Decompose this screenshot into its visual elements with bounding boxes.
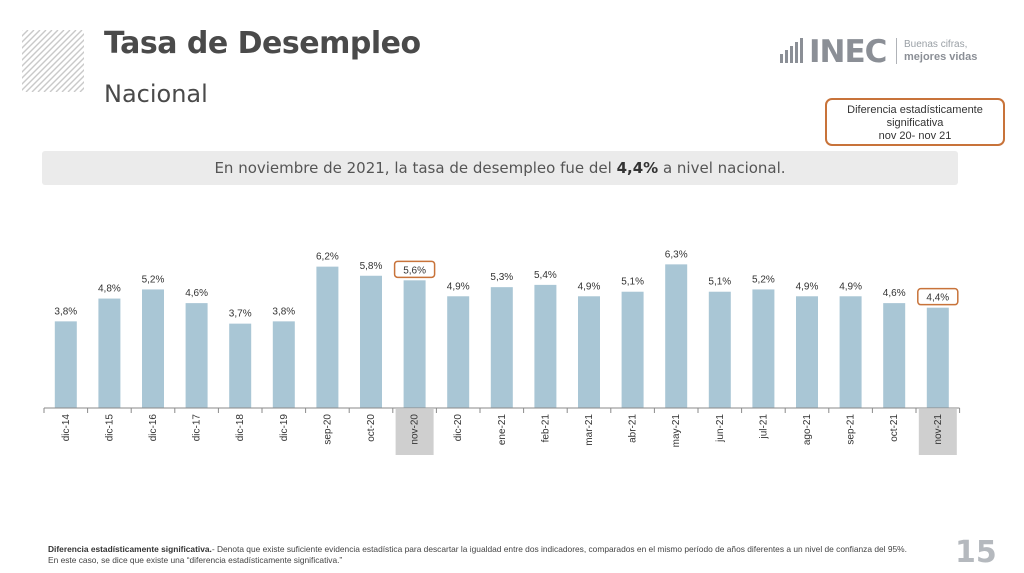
bar bbox=[883, 303, 906, 408]
summary-text-after: a nivel nacional. bbox=[658, 159, 786, 177]
tick-label: nov-21 bbox=[933, 414, 944, 445]
tick-label: dic-17 bbox=[192, 414, 203, 442]
data-label: 4,9% bbox=[578, 281, 601, 292]
highlight-value-box bbox=[393, 260, 436, 279]
bar bbox=[229, 323, 252, 408]
bar bbox=[272, 321, 295, 408]
highlight-tick-bg bbox=[918, 409, 957, 455]
tick-label: ago-21 bbox=[802, 414, 813, 446]
tick-label: abr-21 bbox=[628, 414, 639, 443]
footnote-term: Diferencia estadísticamente significativ… bbox=[48, 544, 212, 554]
tick-label: mar-21 bbox=[584, 414, 595, 446]
tick-label: jun-21 bbox=[715, 414, 726, 443]
bar bbox=[54, 321, 77, 408]
bar bbox=[796, 296, 818, 408]
tick-label: oct-21 bbox=[889, 414, 900, 442]
significance-legend-box: Diferencia estadísticamente significativ… bbox=[825, 98, 1005, 146]
tick-label: sep-21 bbox=[846, 414, 857, 445]
summary-highlight-value: 4,4% bbox=[616, 159, 659, 177]
summary-text-before: En noviembre de 2021, la tasa de desempl… bbox=[214, 159, 617, 177]
decorative-stripes bbox=[22, 30, 84, 92]
bar-chart-icon bbox=[780, 38, 803, 63]
significance-line-3: nov 20- nov 21 bbox=[878, 130, 952, 142]
bar bbox=[708, 291, 731, 408]
slide-title: Tasa de Desempleo bbox=[104, 26, 421, 61]
data-label: 6,3% bbox=[665, 250, 688, 260]
bar bbox=[665, 264, 688, 408]
tick-label: jul-21 bbox=[758, 414, 769, 440]
data-label: 4,9% bbox=[447, 281, 470, 292]
bar bbox=[926, 307, 949, 408]
bar bbox=[839, 296, 862, 408]
data-label: 4,6% bbox=[185, 288, 208, 299]
unemployment-bar-chart: 3,8% dic-14 4,8% dic-15 5,2% dic-16 4,6% dic-17… bbox=[43, 250, 961, 455]
logo-divider bbox=[896, 38, 897, 64]
data-label: 6,2% bbox=[316, 252, 339, 263]
bar bbox=[752, 289, 775, 408]
tick-label: feb-21 bbox=[540, 414, 551, 443]
bar bbox=[98, 298, 121, 408]
bar bbox=[403, 280, 426, 408]
data-label: 4,9% bbox=[796, 281, 819, 292]
data-label: 5,8% bbox=[360, 261, 383, 272]
slide-subtitle: Nacional bbox=[104, 80, 208, 108]
bar bbox=[578, 296, 600, 408]
tick-label: may-21 bbox=[671, 414, 682, 448]
footnote: Diferencia estadísticamente significativ… bbox=[48, 544, 908, 566]
bar bbox=[316, 266, 339, 408]
bar bbox=[534, 284, 557, 408]
tick-label: dic-19 bbox=[279, 414, 290, 442]
data-label: 3,8% bbox=[54, 306, 77, 317]
tick-label: sep-20 bbox=[322, 414, 333, 445]
data-label: 3,8% bbox=[272, 306, 295, 317]
data-label: 4,8% bbox=[98, 284, 121, 295]
data-label: 4,9% bbox=[839, 281, 862, 292]
logo-tagline-1: Buenas cifras, bbox=[904, 39, 968, 50]
tick-label: dic-20 bbox=[453, 414, 464, 442]
significance-line-2: significativa bbox=[886, 117, 944, 129]
data-label: 4,6% bbox=[883, 288, 906, 299]
tick-label: dic-15 bbox=[104, 414, 115, 442]
summary-banner: En noviembre de 2021, la tasa de desempl… bbox=[42, 151, 958, 185]
data-label: 5,3% bbox=[490, 272, 513, 283]
bar bbox=[360, 275, 382, 408]
data-label: 3,7% bbox=[229, 309, 252, 320]
page-number: 15 bbox=[955, 535, 997, 570]
data-label: 4,4% bbox=[926, 293, 949, 304]
data-label: 5,2% bbox=[752, 274, 775, 285]
tick-label: ene-21 bbox=[497, 414, 508, 446]
bar bbox=[142, 289, 164, 408]
footnote-text: - Denota que existe suficiente evidencia… bbox=[48, 544, 907, 565]
data-label: 5,1% bbox=[708, 277, 731, 288]
bar bbox=[490, 287, 513, 408]
tick-label: nov-20 bbox=[410, 414, 421, 445]
data-label: 5,4% bbox=[534, 270, 557, 281]
tick-label: dic-18 bbox=[235, 414, 246, 442]
logo-tagline-2: mejores vidas bbox=[904, 51, 978, 63]
tick-label: dic-14 bbox=[61, 414, 72, 442]
data-label: 5,1% bbox=[621, 277, 644, 288]
tick-label: oct-20 bbox=[366, 414, 377, 442]
tick-label: dic-16 bbox=[148, 414, 159, 442]
highlight-value-box bbox=[917, 287, 959, 306]
highlight-tick-bg bbox=[395, 409, 434, 455]
data-label: 5,2% bbox=[142, 274, 165, 285]
significance-line-1: Diferencia estadísticamente bbox=[847, 104, 983, 116]
bar bbox=[185, 303, 208, 408]
data-label: 5,6% bbox=[403, 265, 426, 276]
bar bbox=[621, 291, 644, 408]
logo-mark: INEC bbox=[809, 34, 887, 70]
bar bbox=[447, 296, 470, 408]
